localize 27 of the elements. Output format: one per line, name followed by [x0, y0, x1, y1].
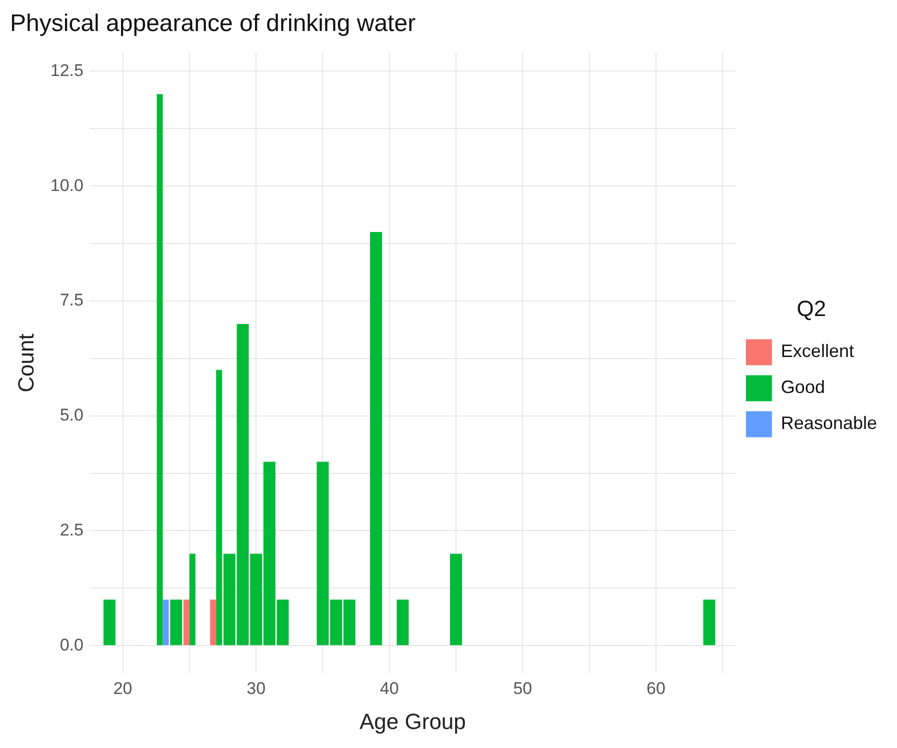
x-axis-title: Age Group: [360, 708, 466, 734]
bar: [370, 232, 382, 646]
y-tick-label: 2.5: [60, 520, 84, 540]
y-tick-label: 10.0: [50, 176, 84, 195]
bar: [183, 600, 190, 646]
legend-title: Q2: [796, 296, 826, 321]
legend-label: Reasonable: [780, 413, 878, 434]
y-tick-label: 5.0: [60, 406, 84, 425]
x-tick-label: 40: [380, 679, 399, 698]
chart-title: Physical appearance of drinking water: [10, 10, 416, 38]
y-tick-label: 7.5: [60, 290, 84, 310]
x-tick-label: 20: [113, 679, 132, 698]
x-tick-label: 50: [513, 679, 532, 698]
bar: [703, 600, 716, 646]
bar: [396, 600, 409, 646]
x-tick-label: 60: [646, 679, 666, 698]
bar: [103, 600, 116, 646]
legend-label: Excellent: [780, 341, 854, 362]
x-tick-label: 30: [246, 679, 266, 698]
bar: [210, 600, 216, 646]
bar: [162, 600, 169, 646]
bar: [170, 600, 182, 646]
y-tick-label: 0.0: [60, 635, 84, 654]
y-axis-title: Count: [13, 334, 38, 392]
y-tick-label: 12.5: [50, 60, 84, 80]
legend-label: Good: [780, 377, 825, 398]
bar: [450, 554, 462, 646]
